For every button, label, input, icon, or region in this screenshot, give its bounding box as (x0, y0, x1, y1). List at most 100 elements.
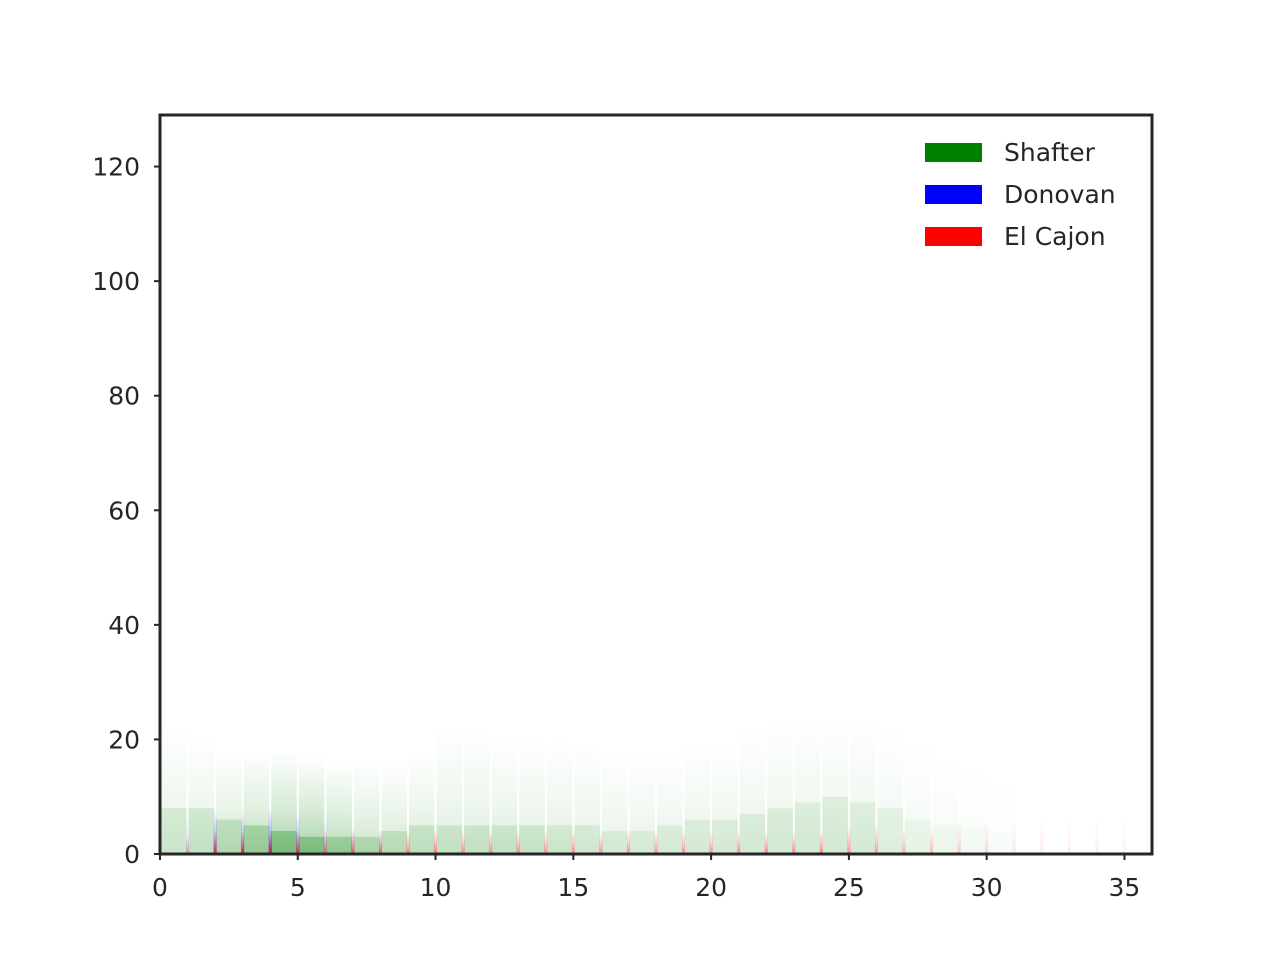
plot-area (160, 115, 1152, 854)
y-tick-label: 0 (124, 840, 140, 869)
heat-cell-el-cajon-16 (599, 831, 603, 854)
heat-cell-el-cajon-27 (902, 825, 906, 854)
heat-cell-el-cajon-11 (461, 831, 465, 854)
legend-label-el-cajon: El Cajon (1004, 222, 1106, 251)
heat-cell-el-cajon-18 (654, 831, 658, 854)
x-axis: 0 5 10 15 20 25 30 35 (152, 854, 1140, 902)
heat-cell-shafter-3 (243, 750, 270, 854)
heat-cell-shafter-22 (767, 716, 793, 854)
heat-cell-el-cajon-1 (186, 836, 190, 854)
heat-cell-shafter-6 (326, 762, 352, 854)
heat-core-shafter-11 (464, 825, 490, 854)
heat-cell-shafter-10 (436, 727, 463, 854)
heat-core-shafter-2 (216, 819, 242, 854)
heat-cell-el-cajon-13 (516, 831, 520, 854)
heat-core-shafter-1 (188, 808, 215, 854)
legend: Shafter Donovan El Cajon (925, 138, 1116, 251)
heat-cell-shafter-28 (932, 750, 959, 854)
heat-core-shafter-16 (601, 831, 628, 854)
heat-cell-el-cajon-9 (406, 831, 410, 854)
heat-core-shafter-14 (546, 825, 573, 854)
heat-cell-shafter-20 (712, 739, 738, 854)
heat-core-shafter-25 (849, 802, 876, 854)
y-tick-label: 40 (108, 611, 140, 640)
legend-swatch-donovan (925, 185, 982, 204)
heat-cell-shafter-12 (491, 739, 518, 854)
heat-cell-shafter-25 (849, 716, 876, 854)
heat-cell-el-cajon-22 (764, 831, 768, 854)
heat-cell-shafter-9 (409, 750, 435, 854)
heat-core-shafter-27 (905, 819, 931, 854)
heat-cell-el-cajon-26 (874, 825, 878, 854)
legend-label-donovan: Donovan (1004, 180, 1116, 209)
x-tick-label: 0 (152, 873, 168, 902)
y-tick-label: 120 (92, 153, 140, 182)
heat-cell-shafter-19 (684, 739, 711, 854)
heat-cell-shafter-11 (464, 727, 490, 854)
heat-core-shafter-7 (353, 836, 380, 854)
heat-core-shafter-19 (684, 819, 711, 854)
y-tick-label: 80 (108, 382, 140, 411)
heat-cell-shafter-1 (188, 739, 215, 854)
heat-core-shafter-17 (629, 831, 655, 854)
heat-cell-el-cajon-24 (819, 831, 823, 854)
heat-cell-el-cajon-29 (957, 819, 961, 854)
heat-core-shafter-12 (491, 825, 518, 854)
heat-cell-el-cajon-33 (1067, 813, 1071, 854)
heat-cell-el-cajon-20 (709, 831, 713, 854)
heat-core-shafter-8 (381, 831, 407, 854)
heat-core-shafter-5 (298, 836, 325, 854)
heat-core-shafter-22 (767, 808, 793, 854)
plot-frame (158, 113, 1154, 856)
x-tick-label: 35 (1109, 873, 1141, 902)
heat-core-shafter-10 (436, 825, 463, 854)
heat-cell-el-cajon-8 (378, 831, 382, 854)
heat-cell-el-cajon-7 (351, 831, 355, 854)
heat-cell-shafter-8 (381, 762, 407, 854)
heat-core-shafter-3 (243, 825, 270, 854)
heat-core-shafter-24 (822, 796, 848, 854)
heat-cell-shafter-27 (905, 739, 931, 854)
x-tick-label: 20 (695, 873, 727, 902)
heat-cell-el-cajon-3 (241, 831, 245, 854)
y-tick-label: 60 (108, 496, 140, 525)
heat-core-shafter-15 (574, 825, 600, 854)
heat-cell-el-cajon-34 (1095, 813, 1099, 854)
heat-core-shafter-6 (326, 836, 352, 854)
heat-core-shafter-18 (657, 825, 683, 854)
heat-cell-shafter-24 (822, 716, 848, 854)
legend-swatch-el-cajon (925, 227, 982, 246)
heat-core-shafter-20 (712, 819, 738, 854)
heat-cell-shafter-18 (657, 750, 683, 854)
heat-cell-el-cajon-2 (213, 831, 217, 854)
heat-cell-shafter-26 (877, 727, 903, 854)
heat-cell-shafter-0 (161, 727, 187, 854)
x-tick-label: 25 (833, 873, 865, 902)
x-tick-label: 10 (420, 873, 452, 902)
heat-cell-shafter-21 (739, 727, 766, 854)
heat-cell-el-cajon-32 (1040, 813, 1044, 854)
heat-cell-shafter-5 (298, 756, 325, 854)
y-axis: 0 20 40 60 80 100 120 (92, 153, 160, 869)
heat-cell-el-cajon-30 (985, 819, 989, 854)
heat-cell-el-cajon-14 (544, 831, 548, 854)
heat-cell-shafter-13 (519, 739, 545, 854)
heat-cell-el-cajon-19 (682, 831, 686, 854)
heat-core-shafter-26 (877, 808, 903, 854)
heat-core-shafter-30 (988, 831, 1014, 854)
x-tick-label: 5 (290, 873, 306, 902)
heat-cell-el-cajon-25 (847, 825, 851, 854)
heat-core-shafter-29 (960, 825, 986, 854)
heat-core-shafter-13 (519, 825, 545, 854)
heat-cell-el-cajon-12 (489, 831, 493, 854)
heat-cell-el-cajon-35 (1122, 813, 1126, 854)
heat-cell-shafter-2 (216, 750, 242, 854)
heat-cell-shafter-4 (271, 750, 297, 854)
heat-cell-el-cajon-23 (792, 831, 796, 854)
x-tick-label: 30 (971, 873, 1003, 902)
heat-core-shafter-0 (161, 808, 187, 854)
heat-cell-el-cajon-31 (1012, 813, 1016, 854)
heatmap-layer (161, 716, 1126, 854)
y-tick-label: 20 (108, 725, 140, 754)
